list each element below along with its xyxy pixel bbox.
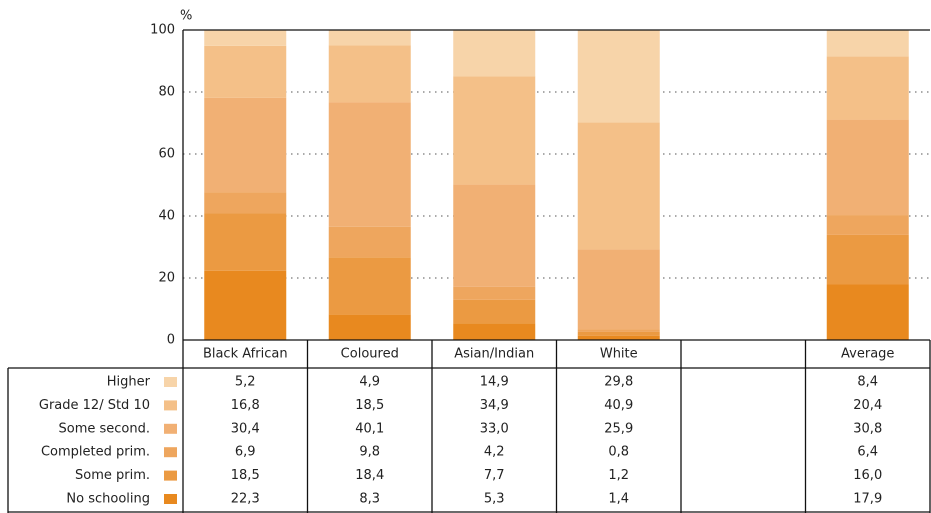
bar-segment (204, 97, 287, 193)
table-value: 16,8 (231, 398, 260, 413)
legend-swatch (164, 423, 177, 434)
bar-segment (204, 213, 287, 271)
bar-segment (328, 45, 411, 103)
table-value: 34,9 (480, 398, 509, 413)
table-value: 5,2 (235, 375, 256, 390)
bar-segment (204, 270, 287, 340)
bar-segment (453, 323, 536, 340)
y-tick-label: 40 (158, 209, 175, 224)
y-tick-label: 100 (150, 23, 175, 38)
legend-swatch (164, 377, 177, 387)
table-value: 40,1 (355, 421, 384, 436)
table-value: 18,5 (231, 468, 260, 483)
table-value: 1,4 (608, 492, 629, 507)
legend-label: Grade 12/ Std 10 (39, 398, 150, 413)
bar-segment (577, 249, 660, 330)
table-value: 17,9 (853, 492, 882, 507)
bar-segment (328, 102, 411, 227)
x-tick-label: White (600, 347, 638, 362)
table-value: 8,4 (857, 375, 878, 390)
legend-swatch (164, 400, 177, 411)
bar-segment (453, 76, 536, 185)
bar-segment (453, 286, 536, 300)
legend-swatch (164, 494, 177, 504)
table-value: 25,9 (604, 421, 633, 436)
bar-segment (577, 30, 660, 123)
bar-segment (204, 29, 287, 46)
table-value: 9,8 (359, 445, 380, 460)
y-tick-label: 80 (158, 85, 175, 100)
x-tick-label: Asian/Indian (454, 347, 534, 362)
bar-segment (204, 45, 287, 98)
bar-segment (328, 314, 411, 340)
legend-swatch (164, 447, 177, 458)
table-value: 6,9 (235, 445, 256, 460)
bar-segment (453, 184, 536, 287)
table-value: 20,4 (853, 398, 882, 413)
table-value: 14,9 (480, 375, 509, 390)
bar-segment (453, 299, 536, 324)
legend-label: Higher (107, 375, 151, 390)
bar-segment (577, 122, 660, 250)
x-tick-label: Coloured (341, 347, 399, 362)
y-axis-label: % (180, 9, 192, 24)
table-value: 16,0 (853, 468, 882, 483)
table-value: 4,9 (359, 375, 380, 390)
y-tick-label: 0 (167, 333, 175, 348)
table-value: 18,4 (355, 468, 384, 483)
bar-segment (204, 192, 287, 214)
legend-swatch (164, 470, 177, 481)
y-tick-label: 60 (158, 147, 175, 162)
bar-segment (328, 226, 411, 258)
table-value: 29,8 (604, 375, 633, 390)
table-value: 6,4 (857, 445, 878, 460)
bar-segment (826, 215, 909, 235)
table-value: 4,2 (484, 445, 505, 460)
y-tick-label: 20 (158, 271, 175, 286)
legend-label: Completed prim. (41, 445, 150, 460)
bar-segment (577, 329, 660, 332)
bar-segment (453, 30, 536, 77)
table-value: 22,3 (231, 492, 260, 507)
table-value: 33,0 (480, 421, 509, 436)
table-value: 5,3 (484, 492, 505, 507)
bar-segment (328, 30, 411, 46)
table-value: 40,9 (604, 398, 633, 413)
x-tick-label: Average (841, 347, 894, 362)
table-value: 30,4 (231, 421, 260, 436)
table-value: 7,7 (484, 468, 505, 483)
legend-label: No schooling (66, 492, 150, 507)
bar-segment (577, 331, 660, 336)
bar-segment (826, 56, 909, 120)
table-value: 18,5 (355, 398, 384, 413)
bar-segment (826, 284, 909, 340)
legend-label: Some second. (59, 421, 151, 436)
x-tick-label: Black African (203, 347, 288, 362)
bar-segment (826, 30, 909, 57)
table-value: 1,2 (608, 468, 629, 483)
table-value: 0,8 (608, 445, 629, 460)
legend-label: Some prim. (75, 468, 150, 483)
bar-segment (577, 335, 660, 340)
bar-segment (826, 234, 909, 285)
table-value: 30,8 (853, 421, 882, 436)
bar-segment (826, 119, 909, 216)
bar-segment (328, 257, 411, 315)
table-value: 8,3 (359, 492, 380, 507)
